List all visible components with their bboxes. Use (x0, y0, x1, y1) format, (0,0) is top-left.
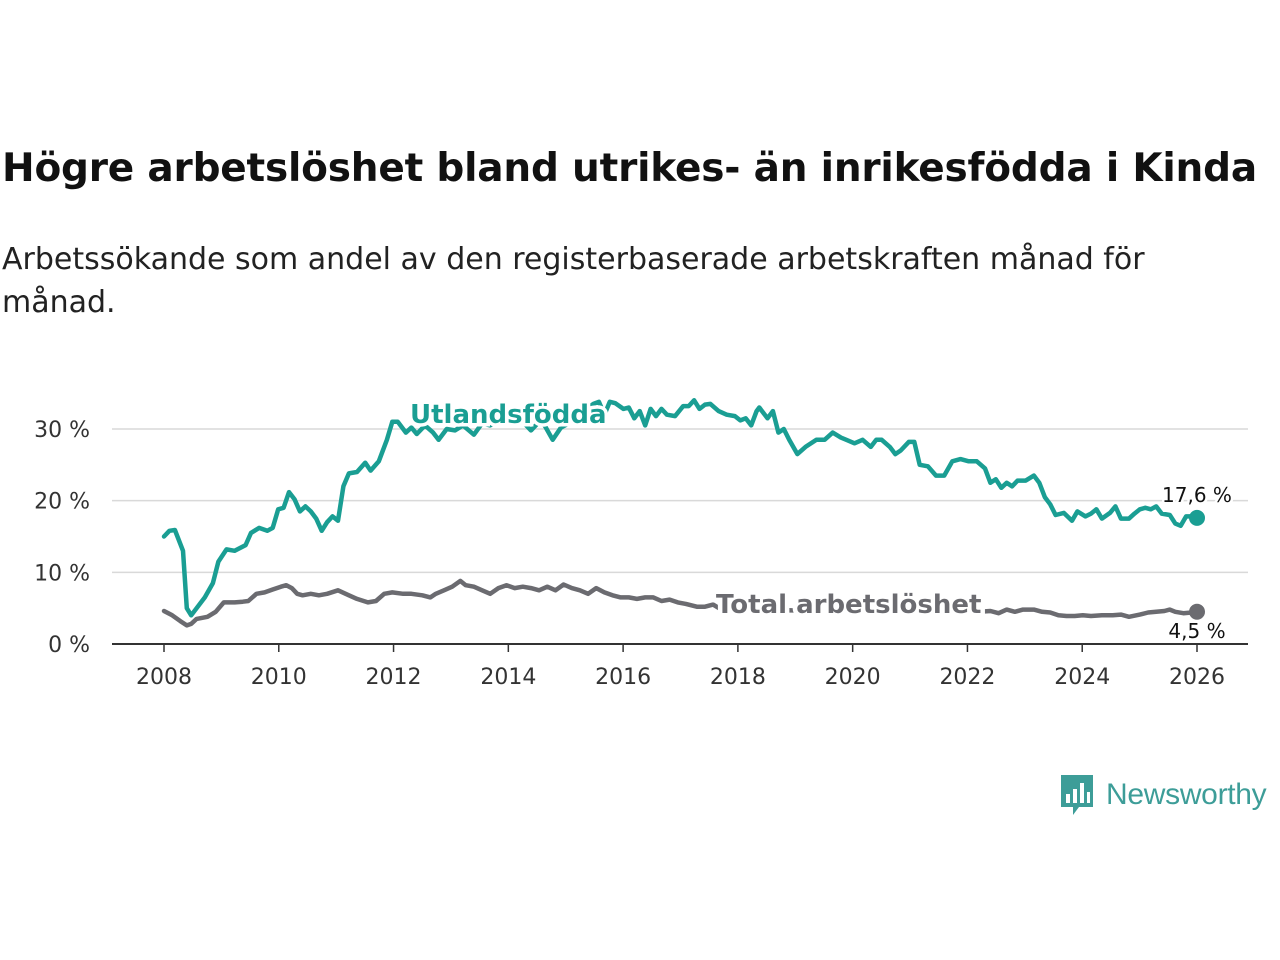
y-tick-label: 0 % (48, 633, 90, 658)
x-tick-label: 2014 (480, 665, 536, 690)
x-tick-label: 2026 (1169, 665, 1225, 690)
series-end-point-1 (1189, 603, 1205, 620)
newsworthy-logo-icon (1061, 775, 1093, 815)
series-line-0 (161, 398, 1200, 618)
end-value-label-total: 4,5 % (1168, 619, 1225, 643)
x-tick-label: 2012 (366, 665, 422, 690)
x-tick-label: 2022 (939, 665, 995, 690)
y-tick-label: 30 % (34, 418, 90, 443)
series-labels: Utlandsfödda Total arbetslöshet 17,6 % 4,5 … (407, 397, 1235, 646)
y-tick-label: 20 % (34, 490, 90, 515)
x-axis: 2008 2010 2012 2014 2016 2018 2020 2022 2024 2026 (112, 643, 1248, 690)
x-tick-label: 2016 (595, 665, 651, 690)
gridlines: 0 % 10 % 20 % 30 % (34, 418, 1248, 658)
series-line-1 (161, 578, 1200, 628)
x-tick-label: 2008 (136, 665, 192, 690)
series-lines (161, 398, 1205, 628)
series-name-label-total: Total arbetslöshet (716, 590, 981, 620)
chart-subtitle: Arbetssökande som andel av den registerb… (2, 242, 1145, 320)
newsworthy-logo: Newsworthy (1058, 772, 1267, 818)
series-name-label-utlandsfodda: Utlandsfödda (410, 400, 607, 430)
chart-title: Högre arbetslöshet bland utrikes- än inr… (2, 146, 1257, 191)
series-end-point-0 (1189, 509, 1205, 526)
end-value-label-utlandsfodda: 17,6 % (1162, 483, 1232, 507)
x-tick-label: 2010 (251, 665, 307, 690)
x-tick-label: 2020 (825, 665, 881, 690)
x-tick-label: 2018 (710, 665, 766, 690)
x-tick-label: 2024 (1054, 665, 1110, 690)
brand-name: Newsworthy (1106, 778, 1267, 811)
y-tick-label: 10 % (34, 561, 90, 586)
